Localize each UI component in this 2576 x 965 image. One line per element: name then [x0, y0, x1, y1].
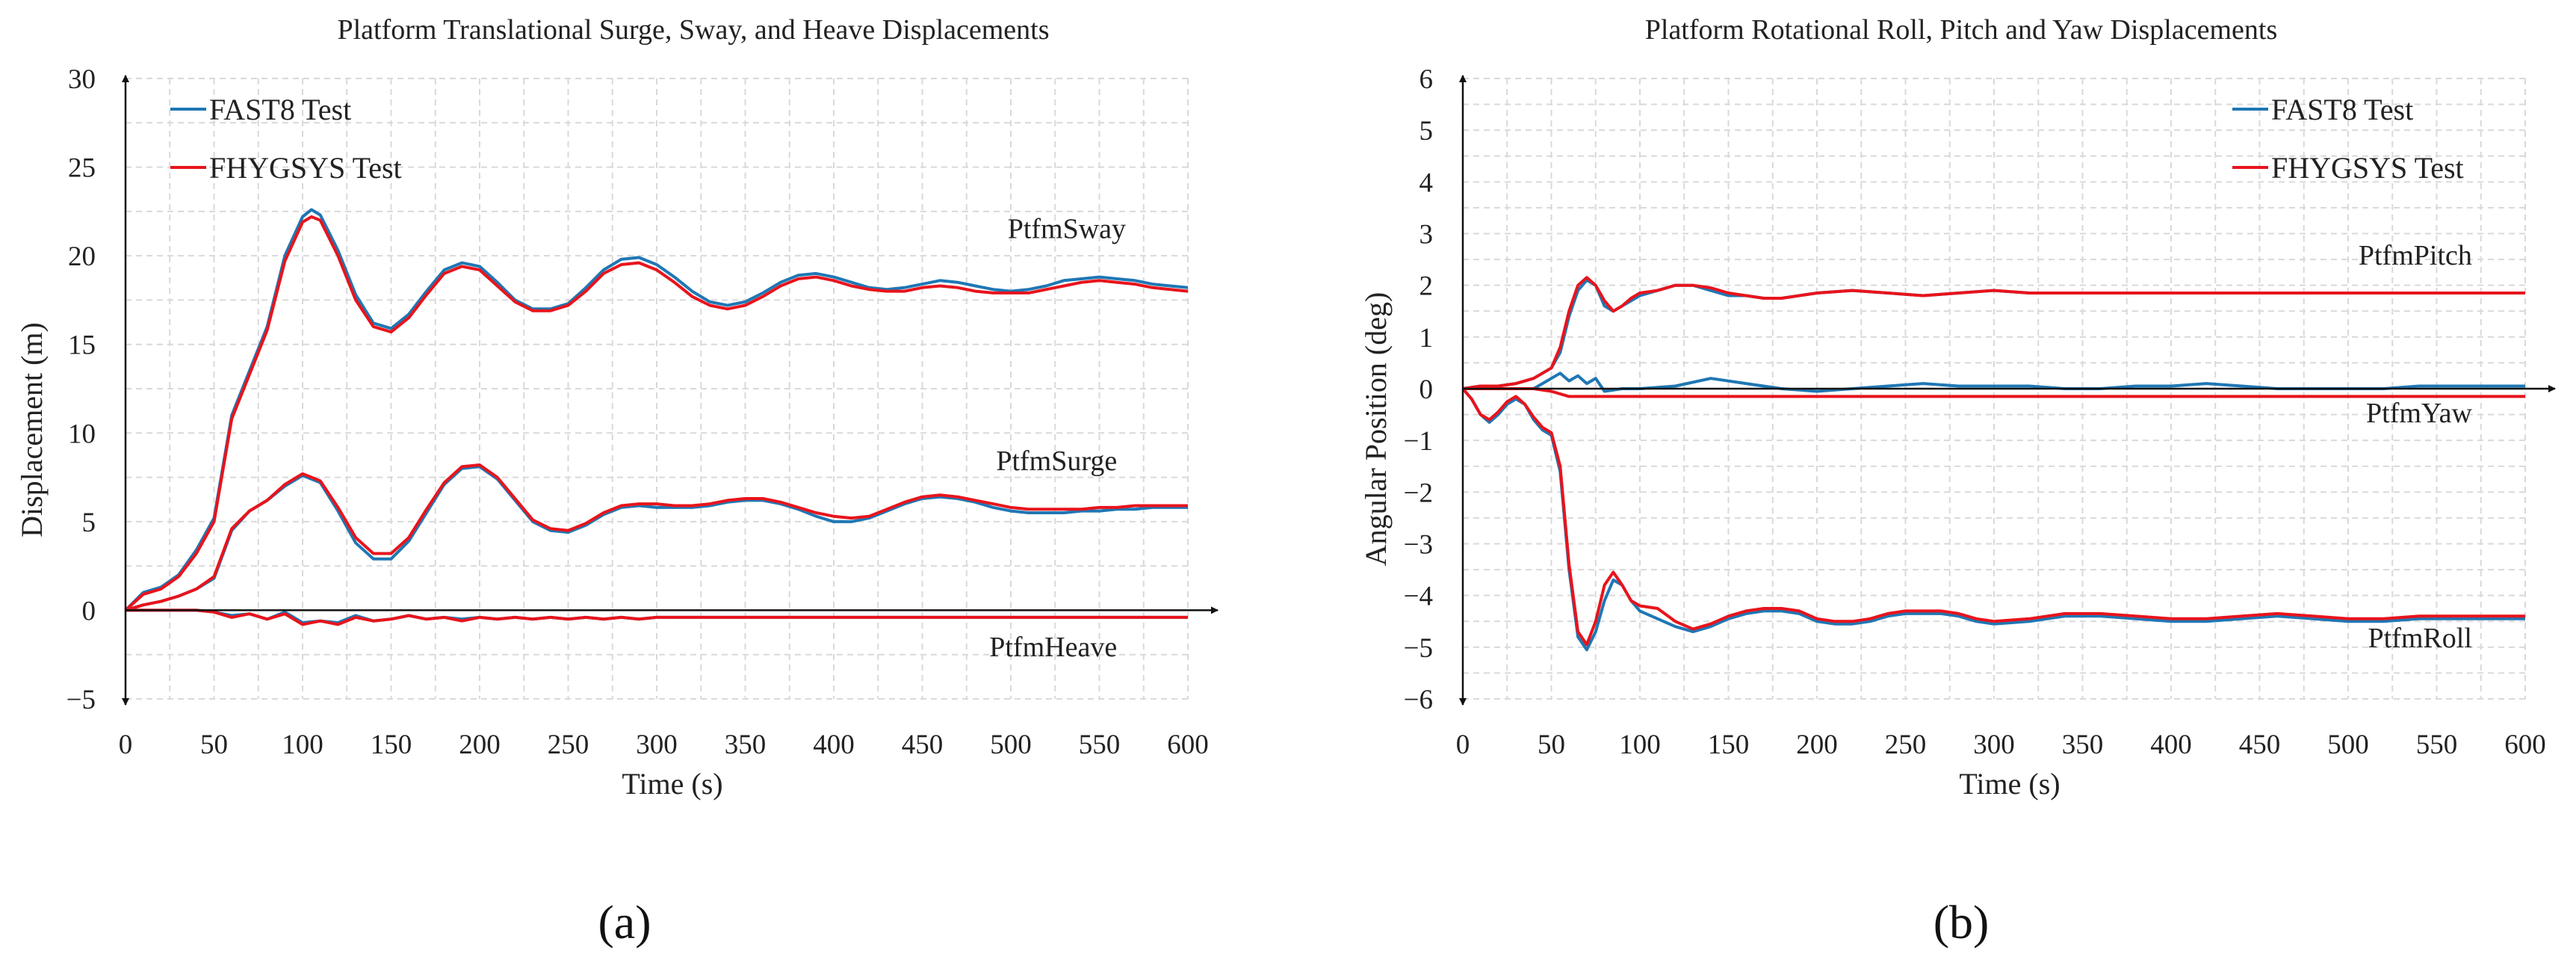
legend-label-fast8: FAST8 Test [2271, 93, 2413, 126]
x-tick-label: 250 [1885, 730, 1927, 760]
x-tick-label: 400 [2150, 730, 2192, 760]
legend: FAST8 Test FHYGSYS Test [2232, 93, 2464, 185]
y-tick-label: −6 [1404, 685, 1433, 715]
annotation-ptfmsurge: PtfmSurge [996, 445, 1117, 477]
series-line-ptfmsway-fast8 [124, 208, 1189, 611]
y-tick-label: −4 [1404, 582, 1433, 612]
x-tick-label: 150 [371, 730, 412, 760]
x-tick-label: 350 [2062, 730, 2104, 760]
series-line-ptfmsurge-fast8 [125, 465, 1188, 612]
y-tick-label: 20 [68, 241, 96, 272]
y-tick-label: 2 [1419, 271, 1434, 302]
x-tick-label: 400 [813, 730, 855, 760]
x-tick-label: 0 [1456, 730, 1470, 760]
tick-labels: 0 50 100 150 200 250 300 350 400 450 500 550 600 −5 0 5… [66, 64, 1209, 760]
x-tick-label: 200 [1796, 730, 1838, 760]
panel-label-a: (a) [598, 895, 651, 949]
x-tick-label: 50 [1538, 730, 1565, 760]
series-line-ptfmheave-fhygsys [126, 608, 1188, 626]
annotation-ptfmheave: PtfmHeave [989, 632, 1117, 663]
series-line-ptfmsurge-fhygsys [125, 463, 1188, 612]
y-tick-label: 25 [68, 153, 96, 184]
chart-panel-b: Platform Rotational Roll, Pitch and Yaw … [1359, 14, 2556, 949]
y-tick-label: 1 [1419, 323, 1434, 354]
annotation-ptfmsway: PtfmSway [1008, 213, 1126, 244]
y-tick-label: 5 [1419, 116, 1434, 147]
series-line-ptfmyaw-fhygsys [1463, 387, 2525, 398]
y-tick-label: 10 [68, 419, 96, 449]
x-tick-label: 150 [1708, 730, 1750, 760]
x-tick-label: 250 [548, 730, 589, 760]
chart-title: Platform Translational Surge, Sway, and … [337, 14, 1049, 46]
y-tick-label: −2 [1404, 478, 1433, 508]
series-line-ptfmpitch-fhygsys [1462, 276, 2525, 390]
series-line-ptfmroll-fast8 [1461, 387, 2525, 652]
x-tick-label: 350 [725, 730, 767, 760]
axes [122, 75, 1219, 706]
y-axis-label: Displacement (m) [15, 322, 49, 537]
y-tick-label: −1 [1404, 426, 1433, 457]
annotations: PtfmPitch PtfmYaw PtfmRoll [2359, 240, 2473, 654]
y-tick-label: 0 [1419, 374, 1434, 405]
chart-panel-a: Platform Translational Surge, Sway, and … [15, 14, 1219, 949]
legend-label-fhygsys: FHYGSYS Test [2271, 151, 2464, 185]
grid-lines [1463, 78, 2526, 700]
y-tick-label: 15 [68, 330, 96, 361]
x-tick-label: 200 [459, 730, 501, 760]
y-tick-label: 6 [1419, 64, 1434, 95]
annotations: PtfmSway PtfmSurge PtfmHeave [989, 213, 1126, 663]
y-tick-label: 5 [82, 508, 96, 538]
legend: FAST8 Test FHYGSYS Test [170, 93, 402, 185]
annotation-ptfmpitch: PtfmPitch [2359, 240, 2472, 271]
grid-lines [126, 78, 1189, 700]
x-tick-label: 100 [1619, 730, 1661, 760]
tick-labels: 0 50 100 150 200 250 300 350 400 450 500 550 600−6−5… [1404, 64, 2546, 760]
series-line-ptfmroll-fhygsys [1461, 387, 2525, 647]
x-tick-label: 600 [2504, 730, 2546, 760]
axes [1459, 75, 2556, 706]
y-tick-label: 0 [82, 596, 96, 626]
annotation-ptfmroll: PtfmRoll [2368, 623, 2472, 654]
x-tick-label: 0 [119, 730, 133, 760]
x-tick-label: 100 [282, 730, 323, 760]
panel-label-b: (b) [1933, 895, 1990, 949]
x-tick-label: 300 [636, 730, 678, 760]
series-line-ptfmsway-fhygsys [124, 215, 1189, 611]
y-tick-label: −5 [1404, 633, 1433, 664]
y-tick-label: 4 [1419, 167, 1434, 198]
y-tick-label: 30 [68, 64, 96, 95]
series-lines [1461, 276, 2525, 652]
y-tick-label: −3 [1404, 530, 1433, 561]
x-tick-label: 300 [1973, 730, 2015, 760]
x-tick-label: 550 [1079, 730, 1121, 760]
x-tick-label: 450 [2239, 730, 2281, 760]
series-lines [124, 208, 1189, 626]
annotation-ptfmyaw: PtfmYaw [2366, 398, 2472, 429]
x-tick-label: 500 [2327, 730, 2369, 760]
x-tick-label: 50 [200, 730, 228, 760]
legend-label-fast8: FAST8 Test [209, 93, 351, 126]
x-tick-label: 450 [902, 730, 944, 760]
y-tick-label: 3 [1419, 220, 1434, 250]
chart-title: Platform Rotational Roll, Pitch and Yaw … [1645, 14, 2277, 46]
y-axis-label: Angular Position (deg) [1359, 292, 1393, 567]
x-tick-label: 500 [990, 730, 1032, 760]
y-tick-label: −5 [66, 685, 96, 715]
legend-label-fhygsys: FHYGSYS Test [209, 151, 402, 185]
x-tick-label: 550 [2416, 730, 2458, 760]
x-tick-label: 600 [1167, 730, 1209, 760]
x-axis-label: Time (s) [622, 767, 722, 801]
x-axis-label: Time (s) [1959, 767, 2060, 801]
